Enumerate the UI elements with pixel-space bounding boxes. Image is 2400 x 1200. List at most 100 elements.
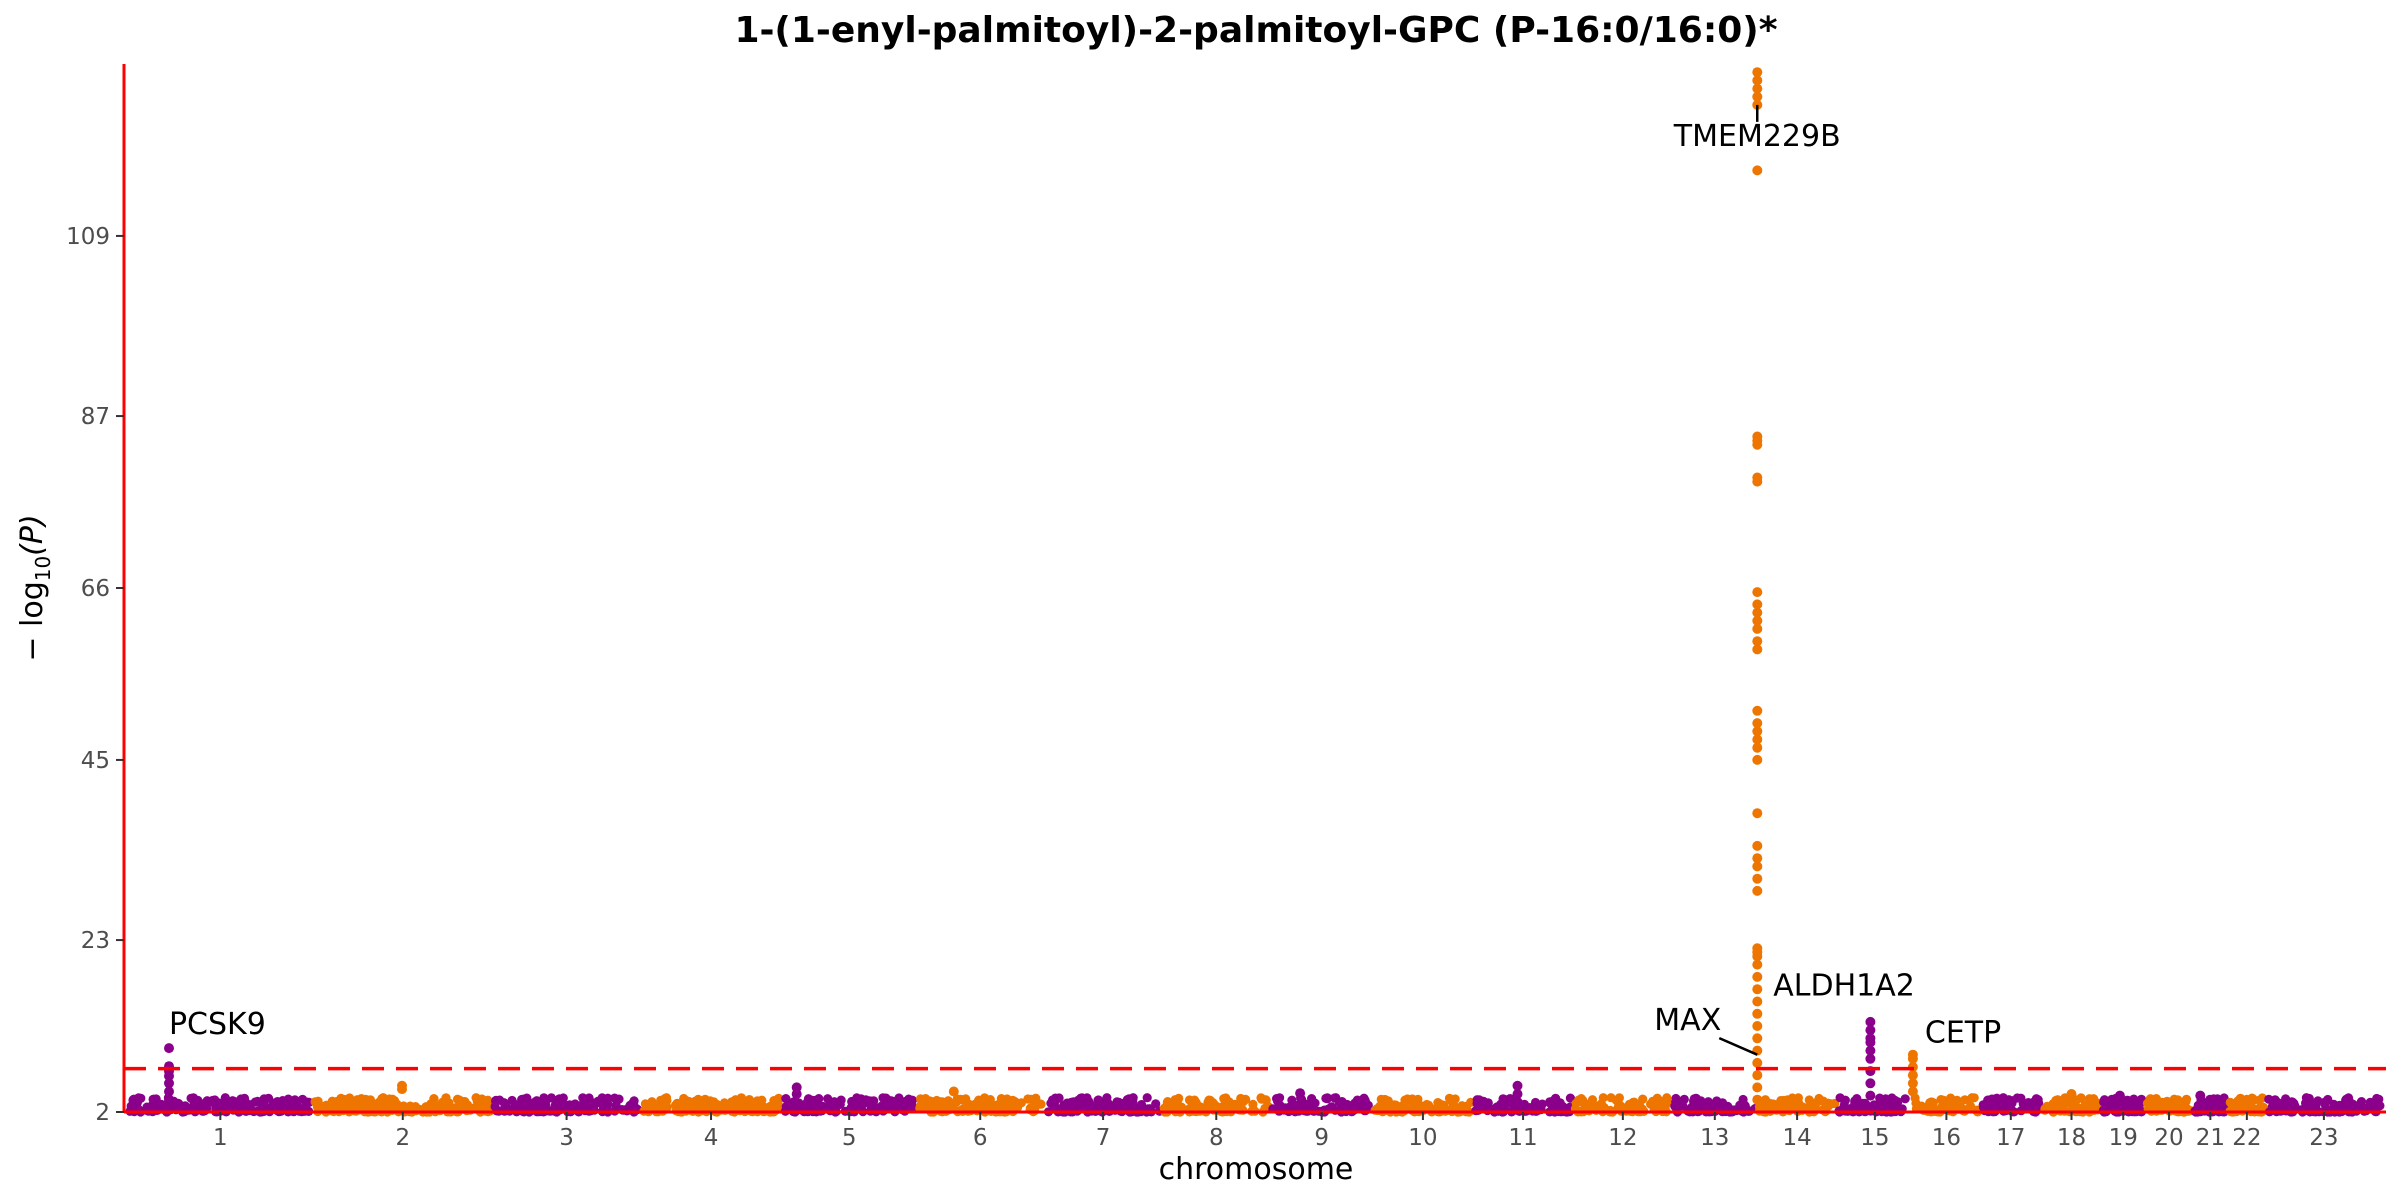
data-point [611, 1100, 621, 1111]
peak-point [1752, 996, 1763, 1007]
data-point [1054, 1093, 1064, 1103]
peak-point [1752, 734, 1763, 745]
peak-point [164, 1043, 174, 1054]
data-point [1790, 1100, 1800, 1110]
x-tick-label: 1 [213, 1125, 228, 1151]
data-point [2005, 1096, 2016, 1106]
data-point [610, 1093, 620, 1103]
data-point [2040, 1105, 2050, 1115]
data-point [2202, 1099, 2212, 1109]
data-point [1835, 1093, 1845, 1103]
data-point [278, 1096, 288, 1106]
peak-point [1752, 718, 1763, 729]
peak-point [1752, 587, 1763, 598]
peak-point [1752, 1057, 1763, 1068]
x-tick-label: 15 [1860, 1125, 1889, 1151]
peak-point [1752, 1021, 1763, 1031]
data-point [829, 1098, 839, 1109]
peak-point [1752, 943, 1763, 954]
peak-point [1752, 83, 1763, 94]
data-point [2134, 1100, 2144, 1110]
peak-point [1752, 636, 1763, 647]
data-point [952, 1094, 962, 1104]
peak-point [1752, 705, 1763, 716]
data-point [1248, 1105, 1258, 1115]
peak-point [164, 1078, 174, 1089]
peak-point [1752, 67, 1763, 78]
data-point [2099, 1095, 2110, 1105]
data-point [2084, 1105, 2094, 1115]
peak-point [1752, 91, 1763, 102]
data-point [823, 1094, 833, 1104]
data-point [781, 1094, 791, 1104]
data-point [1189, 1095, 1200, 1105]
data-point [1029, 1096, 1039, 1106]
data-point [1776, 1096, 1786, 1106]
data-point [737, 1098, 747, 1108]
data-point [1960, 1095, 1970, 1105]
peak-point [1752, 726, 1763, 737]
data-point [1435, 1099, 1445, 1109]
data-point [2027, 1099, 2037, 1109]
data-point [2270, 1095, 2280, 1105]
data-point [1370, 1105, 1380, 1115]
data-point [1900, 1094, 1910, 1104]
peak-point [1752, 623, 1763, 634]
data-point [342, 1100, 352, 1110]
y-tick-label: 87 [81, 404, 110, 430]
peak-point [164, 1086, 174, 1097]
peak-point [1752, 984, 1763, 995]
peak-point [1752, 431, 1763, 442]
data-point [460, 1097, 470, 1107]
data-point [2155, 1098, 2165, 1108]
peak-point [1512, 1080, 1523, 1091]
data-point [906, 1096, 917, 1106]
x-axis-title: chromosome [1159, 1152, 1354, 1187]
data-point [1479, 1101, 1490, 1111]
data-point [603, 1093, 613, 1103]
gene-annotations: PCSK9 TMEM229B MAX ALDH1A2 CETP [169, 104, 2001, 1056]
data-point [1946, 1093, 1956, 1103]
peak-point [1752, 1082, 1763, 1093]
data-point [1240, 1094, 1250, 1104]
peak-point [791, 1082, 802, 1093]
data-point [943, 1096, 953, 1106]
data-point [134, 1093, 144, 1103]
data-point [584, 1093, 594, 1103]
peak-point [1752, 472, 1763, 483]
x-tick-label: 20 [2154, 1125, 2183, 1151]
data-point [822, 1102, 832, 1112]
peak-point [1752, 873, 1763, 884]
data-point [581, 1101, 591, 1111]
peak-point [1752, 853, 1763, 864]
data-point [332, 1096, 342, 1106]
data-point [1926, 1097, 1936, 1107]
data-point [250, 1097, 260, 1107]
data-point [1359, 1093, 1369, 1103]
peak-point [1752, 1070, 1763, 1081]
peak-point [1865, 1090, 1876, 1101]
x-tick-label: 5 [842, 1125, 857, 1151]
peak-point [164, 1094, 174, 1105]
x-tick-label: 11 [1508, 1125, 1537, 1151]
data-point [500, 1103, 510, 1113]
data-point [980, 1093, 990, 1103]
data-point [595, 1098, 605, 1108]
peak-point [1752, 1033, 1763, 1044]
peak-point [1752, 861, 1763, 872]
data-point [2247, 1093, 2257, 1103]
data-point [1238, 1105, 1248, 1115]
x-tick-label: 7 [1096, 1125, 1111, 1151]
peak-point [1752, 1094, 1763, 1105]
y-axis-ticks: 2 23 45 66 87 109 [66, 224, 124, 1126]
data-point [1692, 1097, 1702, 1107]
x-tick-label: 18 [2057, 1125, 2086, 1151]
gene-label-cetp: CETP [1925, 1015, 2001, 1050]
peak-point [1752, 959, 1763, 970]
data-point [2084, 1094, 2095, 1104]
data-point [1205, 1095, 1215, 1105]
peak-point [1865, 1025, 1876, 1036]
x-tick-label: 22 [2232, 1125, 2261, 1151]
data-point [2020, 1102, 2030, 1113]
